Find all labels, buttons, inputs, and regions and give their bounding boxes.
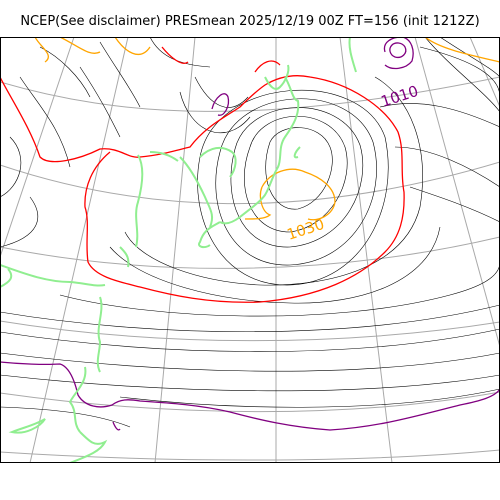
- coastlines: [0, 37, 357, 463]
- map-background: [0, 37, 500, 463]
- pressure-map: 1010 1030: [0, 37, 500, 463]
- graticule: [0, 37, 500, 463]
- map-title: NCEP(See disclaimer) PRESmean 2025/12/19…: [20, 14, 480, 29]
- isobar-1020: [0, 46, 405, 303]
- isobar-1030: [34, 37, 500, 221]
- isobar-1010: [0, 37, 500, 431]
